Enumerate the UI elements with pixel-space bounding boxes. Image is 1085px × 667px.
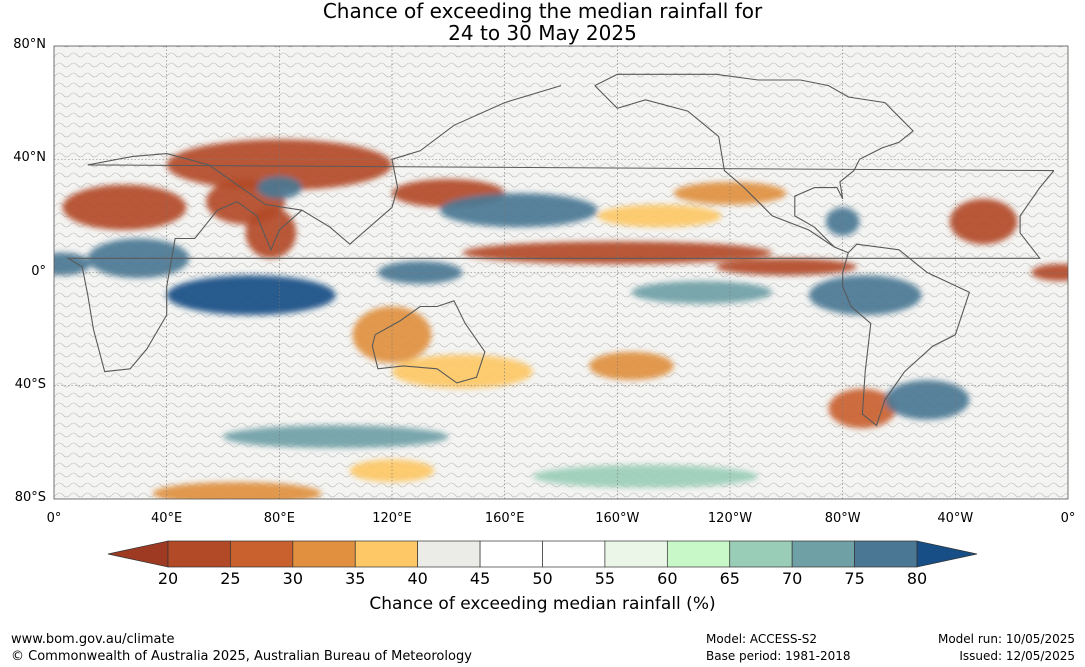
colorbar-segment [167,540,231,568]
lon-label: 120°E [372,511,412,526]
colorbar-segment [542,540,606,568]
footer-base-period: Base period: 1981-2018 [706,649,851,663]
colorbar-segment [854,540,918,568]
lat-label: 40°S [14,376,46,392]
probability-region-9 [352,306,432,364]
map-title-line-2: 24 to 30 May 2025 [448,21,637,45]
graticule [54,46,1068,499]
colorbar-tick-label: 65 [719,569,740,588]
coastline-2 [371,300,486,384]
lat-label: 80°N [13,37,46,52]
probability-region-19 [166,275,336,315]
lon-label: 80°E [263,511,295,526]
colorbar-tick-label: 20 [157,569,179,588]
colorbar-tick-label: 80 [906,569,928,588]
probability-region-11 [589,351,674,381]
colorbar-segment [417,540,481,568]
lon-label: 160°W [595,511,640,526]
probability-region-23 [808,275,922,315]
colorbar-segment [729,540,793,568]
colorbar-segment [230,540,294,568]
probability-region-28 [532,465,759,488]
coastline-0 [87,85,1054,245]
lat-label: 80°S [14,490,46,505]
probability-region-17 [439,193,598,228]
lon-label: 0° [1060,511,1076,526]
colorbar-label: Chance of exceeding median rainfall (%) [369,594,716,614]
colorbar-tick-label: 60 [657,569,678,588]
probability-region-7 [949,198,1018,245]
colorbar-tick-label: 45 [469,569,491,588]
probability-region-8 [1031,264,1068,281]
probability-region-13 [152,482,322,499]
colorbar-tick-label: 70 [781,569,803,588]
probability-region-26 [631,280,773,304]
colorbar-tick-label: 40 [407,569,428,588]
rainfall-probability-map [53,45,1069,568]
colorbar-tick-label: 35 [345,569,366,588]
lon-label: 120°W [707,511,753,526]
probability-region-22 [256,176,302,199]
colorbar-segment [479,540,543,568]
footer-model-run: Model run: 10/05/2025 [937,632,1075,646]
map-title-line-1: Chance of exceeding the median rainfall … [322,0,763,23]
probability-region-10 [392,354,533,389]
colorbar-segment [666,540,731,568]
probability-region-20 [377,261,463,284]
probability-region-0 [166,139,392,191]
colorbar-segment [604,540,668,568]
lat-label: 40°N [13,150,46,166]
probability-region-24 [884,380,970,420]
footer-left: www.bom.gov.au/climate © Commonwealth of… [11,631,472,665]
lon-label: 40°W [937,511,974,526]
colorbar-extend-low [107,540,169,568]
probability-region-6 [715,258,857,276]
colorbar-tick-label: 25 [220,569,241,588]
lon-label: 40°E [151,511,183,526]
footer-model: Model: ACCESS-S2 [706,632,818,646]
footer-model-info: Model: ACCESS-S2 Base period: 1981-2018 [706,631,851,665]
colorbar-segment [791,540,855,568]
probability-region-1 [62,184,187,231]
colorbar [107,540,978,568]
probability-regions [54,139,1068,499]
colorbar-tick-label: 75 [844,569,865,588]
probability-region-27 [223,425,449,449]
coastlines [66,73,1055,427]
lon-label: 0° [46,511,62,526]
footer-dates: Model run: 10/05/2025 Issued: 12/05/2025 [938,631,1075,665]
footer-issued: Issued: 12/05/2025 [959,649,1075,663]
coastline-3 [594,85,971,427]
lon-label: 160°E [484,511,525,526]
footer-copyright: © Commonwealth of Australia 2025, Austra… [11,649,472,664]
coastline-4 [594,73,914,248]
footer-website: www.bom.gov.au/climate [11,632,175,647]
colorbar-segment [292,540,356,568]
lon-label: 80°W [824,511,861,526]
colorbar-segment [354,540,419,568]
coastline-1 [66,170,1055,373]
colorbar-extend-high [916,540,978,568]
probability-region-15 [597,204,722,228]
lat-label: 0° [31,263,46,279]
colorbar-tick-label: 50 [532,569,553,588]
colorbar-tick-label: 55 [594,569,616,588]
colorbar-tick-label: 30 [282,569,303,588]
map-frame [53,45,1069,500]
